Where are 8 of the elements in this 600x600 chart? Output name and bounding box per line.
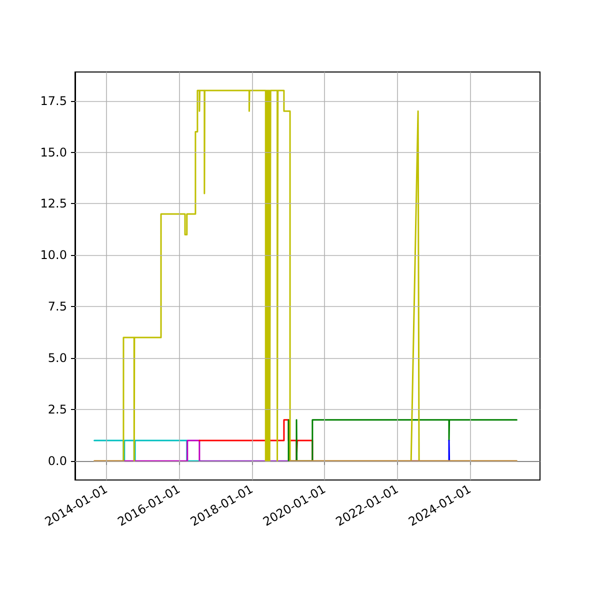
y-tick-label: 10.0 <box>40 248 67 262</box>
y-tick-label: 12.5 <box>40 196 67 211</box>
y-tick-label: 0.0 <box>48 454 67 468</box>
y-tick-label: 15.0 <box>40 145 67 160</box>
y-tick-label: 17.5 <box>40 94 67 108</box>
y-tick-label: 2.5 <box>48 402 67 417</box>
y-tick-label: 7.5 <box>48 300 67 314</box>
y-tick-label: 5.0 <box>48 351 67 366</box>
